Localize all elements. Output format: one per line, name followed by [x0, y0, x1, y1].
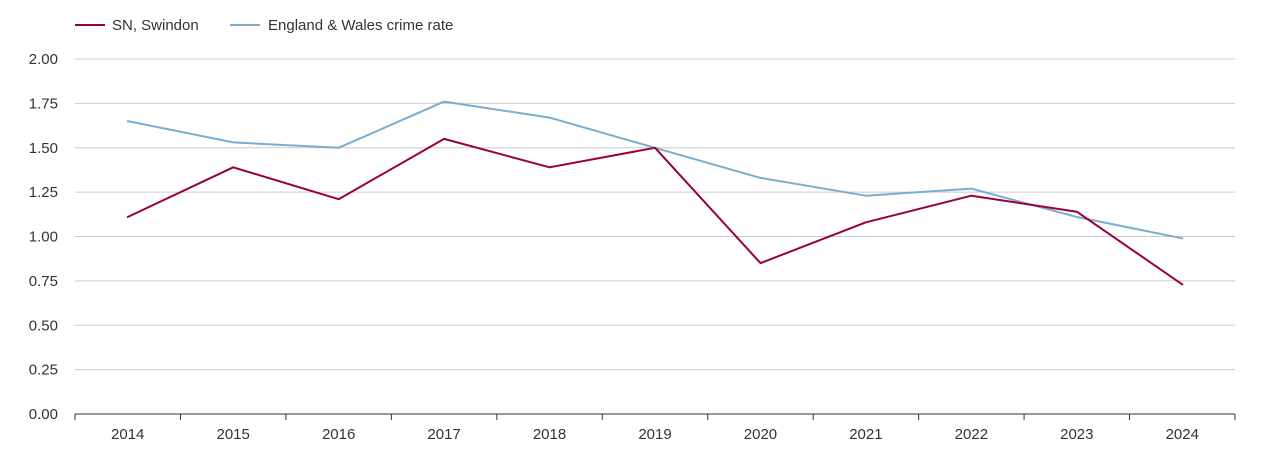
x-tick-label: 2019 [638, 426, 671, 443]
legend-label-england-wales: England & Wales crime rate [268, 17, 453, 34]
y-tick-label: 1.25 [29, 184, 58, 201]
x-tick-label: 2022 [955, 426, 988, 443]
y-tick-label: 0.50 [29, 317, 58, 334]
y-tick-label: 0.75 [29, 273, 58, 290]
legend: SN, Swindon England & Wales crime rate [75, 17, 453, 34]
y-tick-label: 0.25 [29, 362, 58, 379]
x-tick-label: 2015 [216, 426, 249, 443]
series-lines [126, 100, 1184, 286]
x-tick-label: 2017 [427, 426, 460, 443]
gridlines [75, 58, 1235, 371]
x-tick-label: 2023 [1060, 426, 1093, 443]
y-tick-label: 1.50 [29, 140, 58, 157]
y-tick-label: 1.75 [29, 95, 58, 112]
x-tick-label: 2021 [849, 426, 882, 443]
legend-label-swindon: SN, Swindon [112, 17, 199, 34]
x-tick-label: 2024 [1166, 426, 1199, 443]
x-axis-ticks: 2014 2015 2016 2017 2018 2019 2020 2021 2022 2023… [74, 414, 1236, 443]
x-tick-label: 2018 [533, 426, 566, 443]
y-axis-ticks: 0.00 0.25 0.50 0.75 1.00 1.25 1.50 1.75 2.00 [29, 51, 58, 423]
x-tick-label: 2014 [111, 426, 144, 443]
y-tick-label: 0.00 [29, 406, 58, 423]
x-tick-label: 2016 [322, 426, 355, 443]
series-line-swindon [126, 137, 1184, 286]
y-tick-label: 1.00 [29, 229, 58, 246]
series-line-england-wales [126, 100, 1184, 240]
y-tick-label: 2.00 [29, 51, 58, 68]
x-tick-label: 2020 [744, 426, 777, 443]
